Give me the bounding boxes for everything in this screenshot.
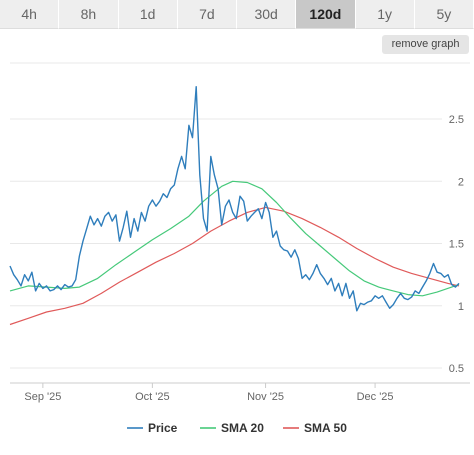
- y-tick-label: 0.5: [449, 363, 464, 375]
- tab-120d[interactable]: 120d: [296, 0, 356, 29]
- tab-7d[interactable]: 7d: [177, 0, 237, 29]
- y-tick-label: 1: [458, 301, 464, 313]
- y-tick-label: 1.5: [449, 239, 464, 251]
- legend-label: SMA 50: [304, 421, 347, 435]
- tab-8h[interactable]: 8h: [59, 0, 119, 29]
- tab-1y[interactable]: 1y: [355, 0, 415, 29]
- series-line-sma-20: [9, 180, 460, 297]
- tab-4h[interactable]: 4h: [0, 0, 60, 29]
- x-tick-label: Dec '25: [357, 391, 394, 403]
- x-tick-label: Nov '25: [247, 391, 284, 403]
- legend-item-sma-50: SMA 50: [283, 421, 347, 435]
- legend-label: SMA 20: [221, 421, 264, 435]
- y-tick-label: 2: [458, 176, 464, 188]
- series-line-price: [9, 86, 460, 312]
- tab-30d[interactable]: 30d: [237, 0, 297, 29]
- y-tick-label: 2.5: [449, 114, 464, 126]
- tab-5y[interactable]: 5y: [414, 0, 474, 29]
- legend-label: Price: [148, 421, 178, 435]
- remove-graph-button[interactable]: remove graph: [382, 35, 469, 54]
- legend-item-price: Price: [127, 421, 178, 435]
- series-lines: [9, 86, 460, 326]
- x-tick-label: Oct '25: [135, 391, 170, 403]
- series-line-sma-50: [9, 206, 460, 326]
- x-axis: Sep '25 Oct '25 Nov '25 Dec '25: [10, 382, 470, 403]
- y-axis-labels: 0.5 1 1.5 2 2.5: [449, 114, 464, 375]
- legend: Price SMA 20 SMA 50: [127, 421, 347, 435]
- legend-item-sma-20: SMA 20: [200, 421, 264, 435]
- timeframe-tabs: 4h 8h 1d 7d 30d 120d 1y 5y: [0, 0, 474, 30]
- x-tick-label: Sep '25: [24, 391, 61, 403]
- tab-1d[interactable]: 1d: [118, 0, 178, 29]
